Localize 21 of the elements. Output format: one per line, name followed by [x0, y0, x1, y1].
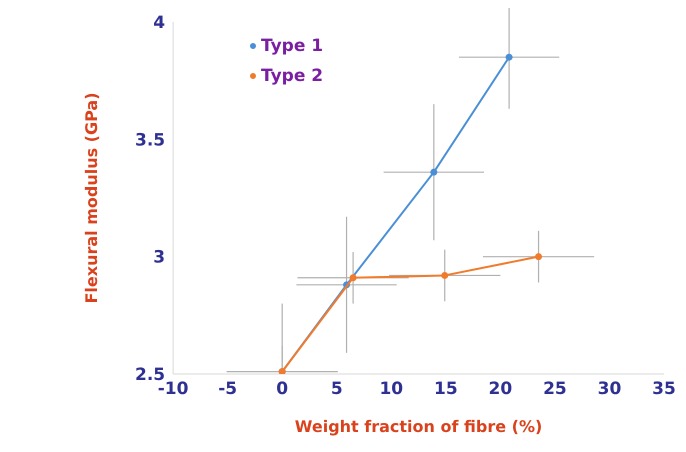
x-tick-label: 20 [488, 379, 512, 400]
point [506, 54, 513, 61]
x-tick-label: 0 [276, 379, 288, 400]
x-tick-label: 30 [598, 379, 622, 400]
x-tick-label: -5 [218, 379, 238, 400]
x-tick-label: 5 [330, 379, 343, 400]
point [430, 168, 438, 176]
x-tick-label: 35 [652, 379, 676, 400]
x-tick-label: 25 [543, 379, 567, 400]
x-tick-label: 10 [379, 379, 404, 400]
legend-label: Type 1 [261, 36, 324, 56]
x-axis-title: Weight fraction of fibre (%) [294, 417, 542, 436]
point [350, 274, 357, 282]
point [535, 253, 542, 260]
y-tick-label: 4 [153, 13, 166, 34]
point [441, 272, 448, 279]
y-tick-label: 3.5 [134, 130, 166, 150]
y-axis-title: Flexural modulus (GPa) [82, 92, 101, 304]
y-tick-label: 3 [153, 248, 166, 268]
legend-label: Type 2 [261, 66, 324, 86]
x-tick-label: 15 [434, 379, 458, 400]
